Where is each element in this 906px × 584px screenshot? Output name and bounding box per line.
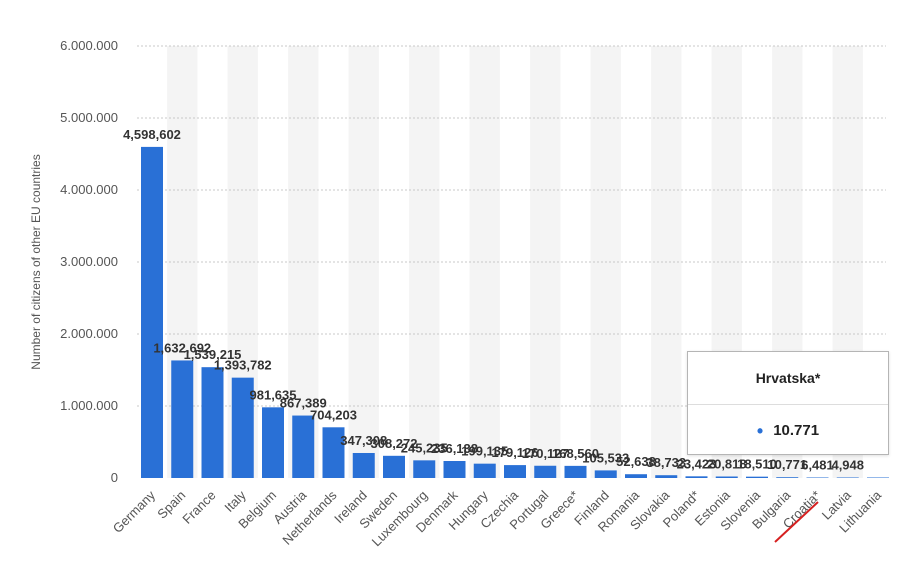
data-label: 347,308 <box>340 433 387 448</box>
y-axis-label: Number of citizens of other EU countries <box>29 154 43 369</box>
data-label: 704,203 <box>310 407 357 422</box>
bar[interactable] <box>836 477 859 479</box>
bar[interactable] <box>201 367 224 478</box>
data-label: 6,481 <box>801 458 834 473</box>
bar[interactable] <box>231 377 254 478</box>
bar[interactable] <box>715 476 738 478</box>
bar[interactable] <box>322 427 345 478</box>
tooltip-value: 10.771 <box>773 422 820 439</box>
tooltip-value-row: • 10.771 <box>688 405 888 456</box>
y-axis-ticks: 0 1.000.000 2.000.000 3.000.000 4.000.000 5.0… <box>60 38 118 485</box>
hover-tooltip: Hrvatska* • 10.771 <box>687 351 889 455</box>
bar[interactable] <box>655 475 678 478</box>
bar[interactable] <box>141 146 163 479</box>
bar[interactable] <box>262 407 284 478</box>
bar[interactable] <box>867 477 889 479</box>
tooltip-title: Hrvatska* <box>688 352 888 405</box>
y-tick-label: 3.000.000 <box>60 254 118 269</box>
bar[interactable] <box>473 463 496 478</box>
data-label: 105,533 <box>582 450 629 465</box>
y-tick-label: 4.000.000 <box>60 182 118 197</box>
bar[interactable] <box>413 460 436 478</box>
data-label: 1,632,692 <box>153 340 211 355</box>
data-label: 1,393,782 <box>214 358 272 373</box>
data-label: 179,126 <box>492 445 539 460</box>
series-dot-icon: • <box>756 420 764 441</box>
data-label: 18,510 <box>737 457 777 472</box>
croatia-underline-annotation <box>774 501 819 543</box>
data-label: 4,598,602 <box>123 127 181 142</box>
data-label: 4,948 <box>831 458 864 473</box>
bar[interactable] <box>625 474 647 478</box>
data-label: 981,635 <box>250 387 297 402</box>
bars <box>141 146 889 479</box>
bar[interactable] <box>685 476 708 478</box>
data-label: 170,127 <box>522 446 569 461</box>
data-label: 10,771 <box>767 457 807 472</box>
y-tick-label: 1.000.000 <box>60 398 118 413</box>
bar[interactable] <box>534 465 557 478</box>
data-label: 245,235 <box>401 440 448 455</box>
data-label: 52,638 <box>616 454 656 469</box>
y-tick-label: 2.000.000 <box>60 326 118 341</box>
bar[interactable] <box>171 360 194 478</box>
data-label: 23,423 <box>677 456 717 471</box>
bar[interactable] <box>352 452 375 478</box>
data-label: 38,733 <box>646 455 686 470</box>
data-label: 236,138 <box>431 441 478 456</box>
y-tick-label: 5.000.000 <box>60 110 118 125</box>
y-tick-label: 6.000.000 <box>60 38 118 53</box>
bar[interactable] <box>564 465 587 478</box>
bar[interactable] <box>443 460 466 478</box>
data-label: 20,818 <box>707 457 747 472</box>
bar[interactable] <box>746 476 768 478</box>
data-label: 1,539,215 <box>184 347 242 362</box>
data-label: 867,389 <box>280 396 327 411</box>
bar[interactable] <box>776 477 799 478</box>
bar[interactable] <box>292 415 315 478</box>
x-category-label: Germany <box>110 487 159 536</box>
bar[interactable] <box>504 465 526 478</box>
bar[interactable] <box>594 470 617 478</box>
data-label: 168,560 <box>552 446 599 461</box>
y-tick-label: 0 <box>111 470 118 485</box>
bar[interactable] <box>806 477 829 479</box>
data-label: 308,272 <box>371 436 418 451</box>
x-category-label: France <box>179 488 218 527</box>
data-label: 199,135 <box>461 444 508 459</box>
bar[interactable] <box>383 455 405 478</box>
